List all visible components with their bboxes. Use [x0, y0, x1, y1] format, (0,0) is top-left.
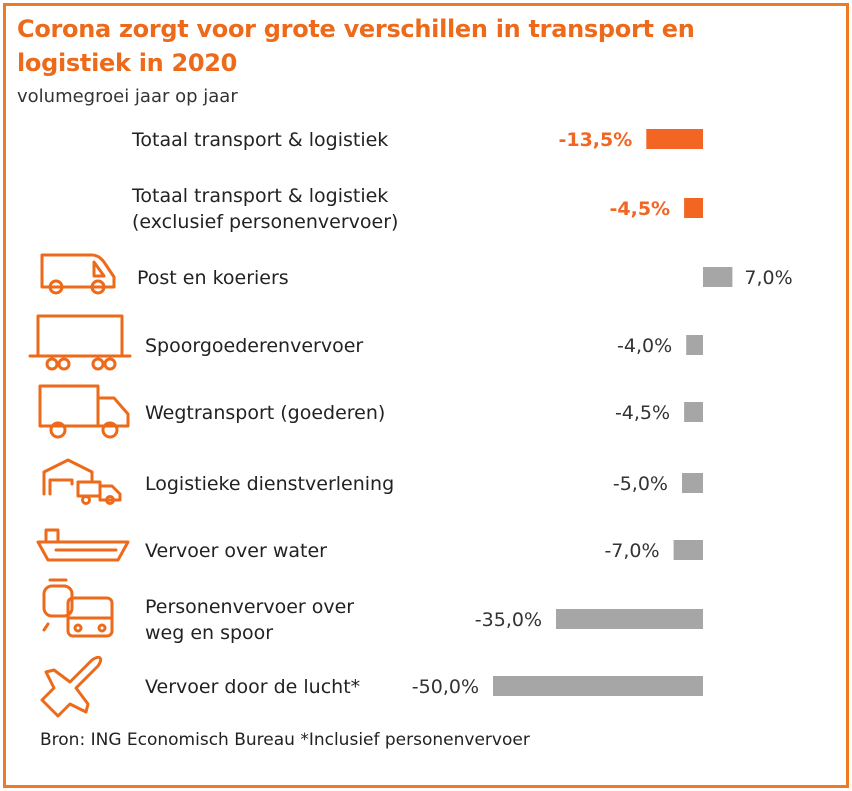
- chart-frame: [3, 3, 849, 788]
- bar: [493, 676, 703, 696]
- category-label: Wegtransport (goederen): [145, 402, 385, 424]
- freight-wagon-icon: [28, 314, 132, 371]
- value-label: -5,0%: [613, 473, 668, 495]
- bar: [684, 402, 703, 422]
- train-bus-icon: [42, 578, 114, 638]
- category-label: Personenvervoer over: [145, 596, 354, 618]
- bar: [556, 609, 703, 629]
- value-label: -13,5%: [558, 129, 632, 151]
- chart-title: Corona zorgt voor grote verschillen in t…: [17, 15, 695, 77]
- value-label: -35,0%: [475, 609, 542, 631]
- ship-icon: [36, 528, 130, 562]
- delivery-van-icon: [40, 253, 116, 295]
- bar: [673, 540, 703, 560]
- value-label: -7,0%: [604, 540, 659, 562]
- value-label: 7,0%: [744, 267, 792, 289]
- value-label: -50,0%: [412, 676, 479, 698]
- bar: [703, 267, 733, 287]
- value-label: -4,0%: [617, 335, 672, 357]
- category-label: Spoorgoederenvervoer: [145, 335, 363, 357]
- chart-subtitle: volumegroei jaar op jaar: [17, 86, 238, 107]
- bar: [686, 335, 703, 355]
- category-label: Logistieke dienstverlening: [145, 473, 394, 495]
- truck-icon: [38, 384, 130, 439]
- bar: [646, 129, 703, 149]
- category-label: Vervoer over water: [145, 540, 327, 562]
- category-label: (exclusief personenvervoer): [132, 211, 398, 233]
- value-label: -4,5%: [610, 198, 671, 220]
- bar: [682, 473, 703, 493]
- airplane-icon: [40, 655, 103, 718]
- source-note: Bron: ING Economisch Bureau *Inclusief p…: [40, 730, 530, 750]
- value-label: -4,5%: [615, 402, 670, 424]
- category-label: Post en koeriers: [137, 267, 289, 289]
- category-label: weg en spoor: [145, 622, 273, 644]
- warehouse-icon: [42, 458, 122, 505]
- category-label: Totaal transport & logistiek: [131, 185, 388, 207]
- category-label: Totaal transport & logistiek: [131, 129, 388, 151]
- bar: [684, 198, 703, 218]
- category-label: Vervoer door de lucht*: [145, 676, 360, 698]
